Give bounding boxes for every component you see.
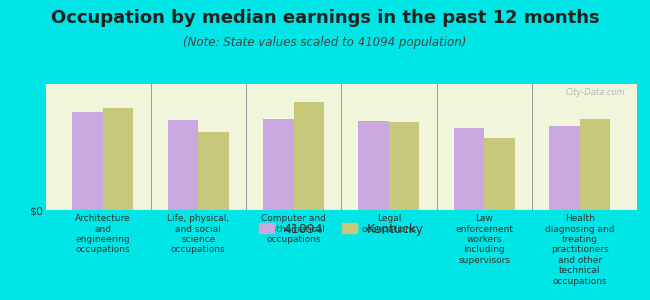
Bar <box>294 102 324 210</box>
Bar <box>263 119 294 210</box>
Bar <box>549 126 580 210</box>
Bar <box>580 119 610 210</box>
Text: City-Data.com: City-Data.com <box>566 88 625 97</box>
Bar <box>103 108 133 210</box>
Bar <box>168 120 198 210</box>
Text: Occupation by median earnings in the past 12 months: Occupation by median earnings in the pas… <box>51 9 599 27</box>
Legend: 41094, Kentucky: 41094, Kentucky <box>259 223 424 236</box>
Bar <box>389 122 419 210</box>
Text: (Note: State values scaled to 41094 population): (Note: State values scaled to 41094 popu… <box>183 36 467 49</box>
Bar <box>198 132 229 210</box>
Bar <box>72 112 103 210</box>
Bar <box>484 138 515 210</box>
Bar <box>454 128 484 210</box>
Bar <box>358 121 389 210</box>
